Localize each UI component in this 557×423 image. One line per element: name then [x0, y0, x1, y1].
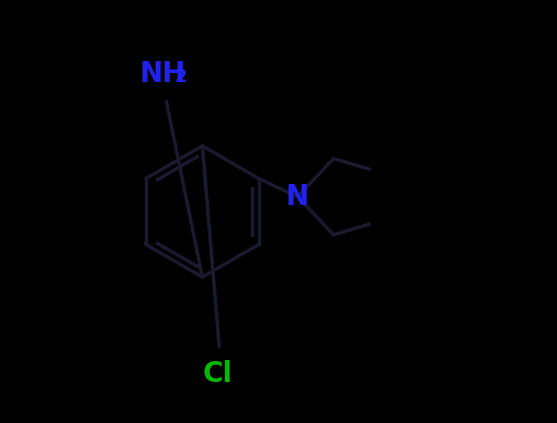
- Text: N: N: [286, 183, 309, 211]
- Text: NH: NH: [139, 60, 185, 88]
- Text: 2: 2: [175, 68, 188, 86]
- Text: Cl: Cl: [202, 360, 232, 388]
